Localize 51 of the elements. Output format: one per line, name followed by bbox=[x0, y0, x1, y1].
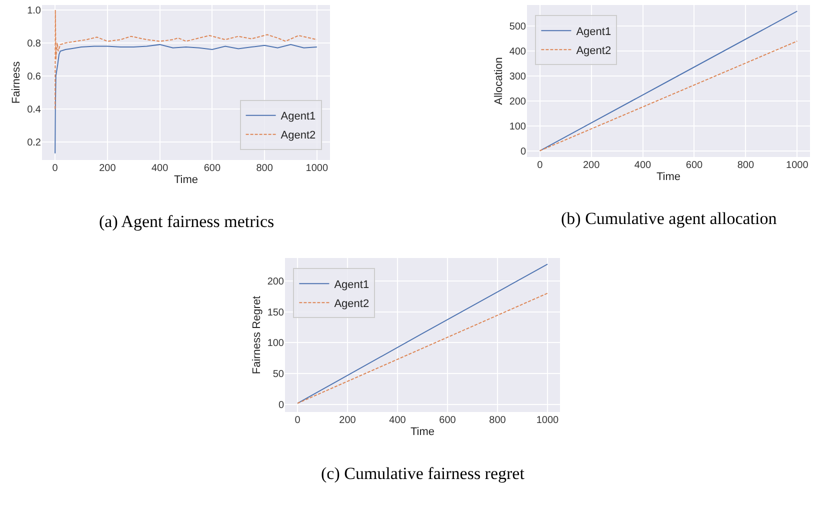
y-tick-label: 150 bbox=[267, 307, 284, 318]
legend-label: Agent2 bbox=[334, 298, 370, 310]
x-tick-label: 0 bbox=[294, 415, 301, 426]
text: (b) Cumulative agent allocation bbox=[561, 209, 778, 228]
y-tick-label: 400 bbox=[509, 46, 526, 58]
legend-label: Agent2 bbox=[576, 44, 612, 57]
y-axis-title: Fairness Regret bbox=[250, 296, 263, 374]
y-tick-label: 200 bbox=[267, 276, 284, 288]
y-tick-label: 0.8 bbox=[27, 38, 42, 50]
text: (c) Cumulative fairness regret bbox=[321, 464, 525, 483]
y-tick-label: 100 bbox=[509, 121, 526, 132]
x-tick-label: 800 bbox=[489, 415, 506, 426]
x-tick-label: 600 bbox=[204, 163, 221, 174]
x-tick-label: 1000 bbox=[786, 160, 809, 171]
legend-label: Agent1 bbox=[280, 110, 316, 123]
legend-label: Agent1 bbox=[334, 278, 370, 291]
x-tick-label: 200 bbox=[582, 160, 600, 171]
y-tick-label: 500 bbox=[509, 22, 526, 33]
x-tick-label: 400 bbox=[634, 160, 652, 171]
y-tick-label: 0 bbox=[520, 146, 526, 158]
line-series bbox=[54, 44, 318, 154]
x-tick-label: 0 bbox=[52, 163, 58, 174]
x-tick-label: 1000 bbox=[306, 163, 328, 174]
x-tick-label: 800 bbox=[737, 160, 754, 171]
y-tick-label: 100 bbox=[267, 338, 284, 350]
x-tick-label: 0 bbox=[537, 160, 544, 171]
x-axis-title: Time bbox=[410, 426, 435, 438]
text: (a) Agent fairness metrics bbox=[99, 212, 274, 231]
x-tick-label: 800 bbox=[256, 163, 274, 174]
x-tick-label: 400 bbox=[151, 163, 169, 174]
y-tick-label: 300 bbox=[509, 72, 526, 83]
x-axis-title: Time bbox=[174, 174, 198, 186]
x-tick-label: 200 bbox=[339, 415, 356, 426]
y-tick-label: 0.6 bbox=[27, 71, 42, 82]
y-tick-label: 0.4 bbox=[27, 104, 42, 116]
x-tick-label: 1000 bbox=[536, 415, 560, 426]
legend-label: Agent2 bbox=[280, 130, 316, 142]
y-axis-title: Fairness bbox=[10, 60, 23, 104]
x-tick-label: 400 bbox=[389, 415, 406, 426]
y-tick-label: 1.0 bbox=[27, 5, 42, 16]
y-tick-label: 200 bbox=[509, 96, 526, 108]
y-axis-title: Allocation bbox=[492, 57, 505, 105]
line-series bbox=[54, 9, 318, 110]
x-axis-title: Time bbox=[656, 171, 681, 184]
y-tick-label: 50 bbox=[272, 369, 284, 380]
x-tick-label: 600 bbox=[686, 160, 704, 171]
x-tick-label: 600 bbox=[439, 415, 456, 426]
legend-label: Agent1 bbox=[576, 26, 612, 38]
y-tick-label: 0.2 bbox=[27, 137, 42, 148]
y-tick-label: 0 bbox=[278, 400, 284, 412]
x-tick-label: 200 bbox=[99, 163, 116, 174]
